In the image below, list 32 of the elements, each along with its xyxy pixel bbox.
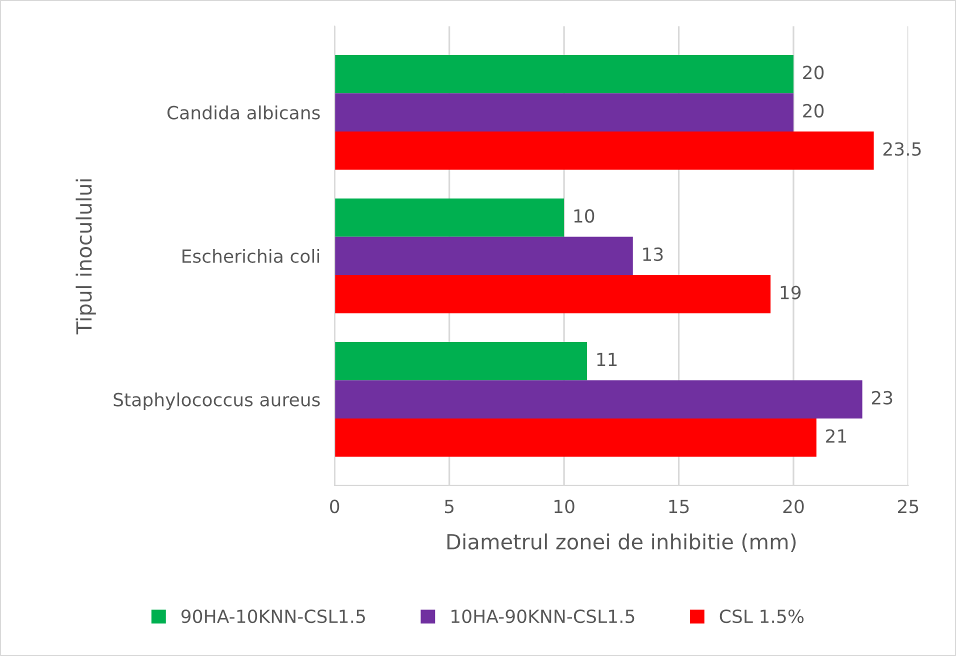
- data-label: 23.5: [883, 142, 921, 156]
- data-label: 19: [780, 286, 801, 300]
- x-tick-label: 25: [898, 500, 918, 514]
- data-label: 13: [643, 247, 663, 262]
- data-label: 20: [803, 104, 824, 118]
- data-label: 23: [872, 390, 892, 405]
- bar: [334, 236, 633, 275]
- legend-label: 10HA-90KNN-CSL1.5: [452, 609, 634, 624]
- bar: [334, 198, 564, 237]
- legend-label: 90HA-10KNN-CSL1.5: [181, 609, 365, 624]
- bar: [334, 342, 587, 380]
- x-tick-label: 15: [669, 500, 689, 514]
- x-tick-label: 5: [444, 500, 454, 514]
- bar: [334, 93, 794, 132]
- data-label: 21: [826, 429, 846, 443]
- legend-label: CSL 1.5%: [720, 609, 804, 624]
- y-tick-label: Escherichia coli: [182, 248, 320, 263]
- bar: [334, 418, 816, 457]
- x-axis-title: Diametrul zonei de inhibitie (mm): [447, 533, 796, 552]
- y-tick-label: Candida albicans: [167, 105, 320, 120]
- data-label: 20: [803, 66, 824, 80]
- data-label: 11: [597, 352, 617, 366]
- y-tick-label: Staphylococcus aureus: [114, 392, 320, 410]
- x-tick-label: 10: [554, 500, 574, 514]
- bar: [334, 274, 771, 314]
- data-label: 10: [574, 209, 594, 223]
- x-tick-label: 0: [330, 500, 340, 514]
- bar: [334, 380, 862, 418]
- y-axis-title: Tipul inoculului: [76, 179, 96, 334]
- bar: [334, 131, 874, 170]
- x-tick-label: 20: [783, 500, 804, 514]
- bar: [334, 54, 794, 94]
